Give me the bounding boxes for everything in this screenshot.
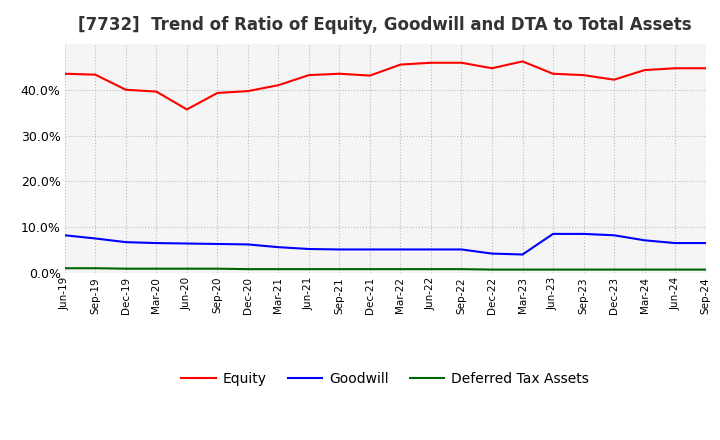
Goodwill bbox=[122, 239, 130, 245]
Goodwill bbox=[457, 247, 466, 252]
Goodwill bbox=[427, 247, 436, 252]
Deferred Tax Assets bbox=[701, 267, 710, 272]
Goodwill bbox=[549, 231, 557, 237]
Line: Goodwill: Goodwill bbox=[65, 234, 706, 254]
Deferred Tax Assets bbox=[487, 267, 496, 272]
Equity bbox=[487, 66, 496, 71]
Line: Deferred Tax Assets: Deferred Tax Assets bbox=[65, 268, 706, 270]
Goodwill bbox=[396, 247, 405, 252]
Goodwill bbox=[152, 240, 161, 246]
Goodwill bbox=[335, 247, 343, 252]
Equity bbox=[579, 73, 588, 78]
Goodwill bbox=[274, 245, 283, 250]
Goodwill bbox=[671, 240, 680, 246]
Goodwill bbox=[305, 246, 313, 252]
Equity bbox=[671, 66, 680, 71]
Deferred Tax Assets bbox=[671, 267, 680, 272]
Equity bbox=[243, 88, 252, 94]
Deferred Tax Assets bbox=[610, 267, 618, 272]
Equity bbox=[457, 60, 466, 66]
Equity bbox=[701, 66, 710, 71]
Goodwill bbox=[183, 241, 192, 246]
Deferred Tax Assets bbox=[213, 266, 222, 271]
Goodwill bbox=[518, 252, 527, 257]
Goodwill bbox=[213, 241, 222, 246]
Deferred Tax Assets bbox=[91, 266, 99, 271]
Deferred Tax Assets bbox=[335, 267, 343, 272]
Equity bbox=[335, 71, 343, 77]
Equity bbox=[640, 67, 649, 73]
Goodwill bbox=[366, 247, 374, 252]
Equity bbox=[610, 77, 618, 82]
Equity bbox=[518, 59, 527, 64]
Deferred Tax Assets bbox=[274, 267, 283, 272]
Deferred Tax Assets bbox=[305, 267, 313, 272]
Goodwill bbox=[701, 240, 710, 246]
Equity bbox=[60, 71, 69, 77]
Equity bbox=[427, 60, 436, 66]
Equity bbox=[122, 87, 130, 92]
Deferred Tax Assets bbox=[579, 267, 588, 272]
Deferred Tax Assets bbox=[366, 267, 374, 272]
Equity bbox=[91, 72, 99, 77]
Equity bbox=[152, 89, 161, 94]
Goodwill bbox=[243, 242, 252, 247]
Title: [7732]  Trend of Ratio of Equity, Goodwill and DTA to Total Assets: [7732] Trend of Ratio of Equity, Goodwil… bbox=[78, 16, 692, 34]
Deferred Tax Assets bbox=[518, 267, 527, 272]
Goodwill bbox=[60, 233, 69, 238]
Legend: Equity, Goodwill, Deferred Tax Assets: Equity, Goodwill, Deferred Tax Assets bbox=[176, 367, 595, 392]
Deferred Tax Assets bbox=[183, 266, 192, 271]
Deferred Tax Assets bbox=[640, 267, 649, 272]
Deferred Tax Assets bbox=[60, 266, 69, 271]
Goodwill bbox=[640, 238, 649, 243]
Deferred Tax Assets bbox=[549, 267, 557, 272]
Goodwill bbox=[610, 233, 618, 238]
Deferred Tax Assets bbox=[122, 266, 130, 271]
Goodwill bbox=[91, 236, 99, 241]
Equity bbox=[396, 62, 405, 67]
Equity bbox=[213, 90, 222, 95]
Deferred Tax Assets bbox=[152, 266, 161, 271]
Equity bbox=[305, 73, 313, 78]
Goodwill bbox=[579, 231, 588, 237]
Deferred Tax Assets bbox=[243, 267, 252, 272]
Line: Equity: Equity bbox=[65, 62, 706, 110]
Goodwill bbox=[487, 251, 496, 256]
Equity bbox=[366, 73, 374, 78]
Deferred Tax Assets bbox=[457, 267, 466, 272]
Equity bbox=[549, 71, 557, 77]
Deferred Tax Assets bbox=[427, 267, 436, 272]
Equity bbox=[274, 83, 283, 88]
Deferred Tax Assets bbox=[396, 267, 405, 272]
Equity bbox=[183, 107, 192, 112]
